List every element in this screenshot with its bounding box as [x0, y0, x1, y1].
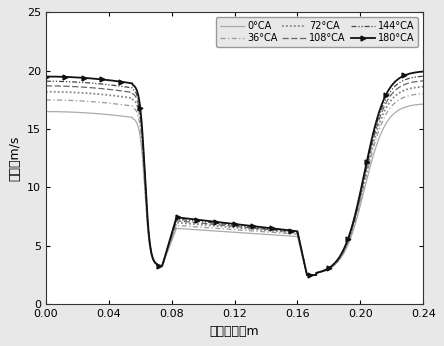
- Y-axis label: 速度／m/s: 速度／m/s: [8, 136, 21, 181]
- X-axis label: 轴向长度／m: 轴向长度／m: [210, 325, 259, 338]
- Legend: 0°CA, 36°CA, 72°CA, 108°CA, 144°CA, 180°CA: 0°CA, 36°CA, 72°CA, 108°CA, 144°CA, 180°…: [216, 17, 418, 47]
